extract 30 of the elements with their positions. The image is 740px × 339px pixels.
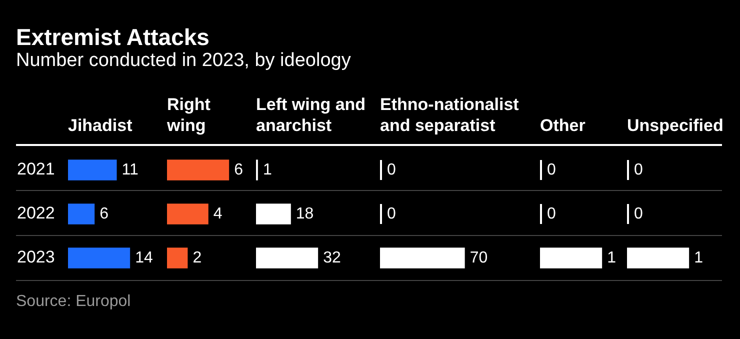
data-label: 0 (547, 161, 556, 178)
data-label: 0 (634, 161, 643, 178)
data-label: 1 (263, 161, 272, 178)
data-label: 6 (100, 205, 109, 222)
data-label: 18 (296, 205, 314, 222)
chart-title: Right wing (167, 94, 212, 136)
chart-title: Ethno-nationalist and separatist (380, 94, 520, 136)
text: Number conducted in 2023, by ideology (16, 50, 351, 72)
data-label: 1 (607, 249, 616, 266)
source-note: Source: Europol (16, 293, 131, 311)
data-label: 1 (694, 249, 704, 266)
y-tick-label: 2021 (17, 160, 55, 179)
y-tick-label: 2022 (17, 204, 55, 223)
data-label: 11 (122, 161, 138, 178)
data-label: 0 (547, 205, 556, 222)
y-tick-label: 2023 (17, 248, 55, 267)
chart-title: Other (540, 115, 586, 136)
data-label: 32 (323, 249, 341, 266)
data-label: 0 (634, 205, 643, 222)
data-label: 6 (234, 161, 244, 178)
data-label: 14 (135, 249, 153, 266)
data-label: 0 (387, 205, 396, 222)
text: Extremist Attacks (16, 24, 210, 51)
data-label: 4 (213, 205, 222, 222)
chart-title: Unspecified (627, 115, 724, 136)
data-label: 0 (387, 161, 396, 178)
chart-title: Jihadist (68, 115, 134, 136)
data-label: 2 (192, 249, 202, 266)
data-label: 70 (470, 249, 488, 266)
chart-title: Left wing and anarchist (256, 94, 367, 136)
